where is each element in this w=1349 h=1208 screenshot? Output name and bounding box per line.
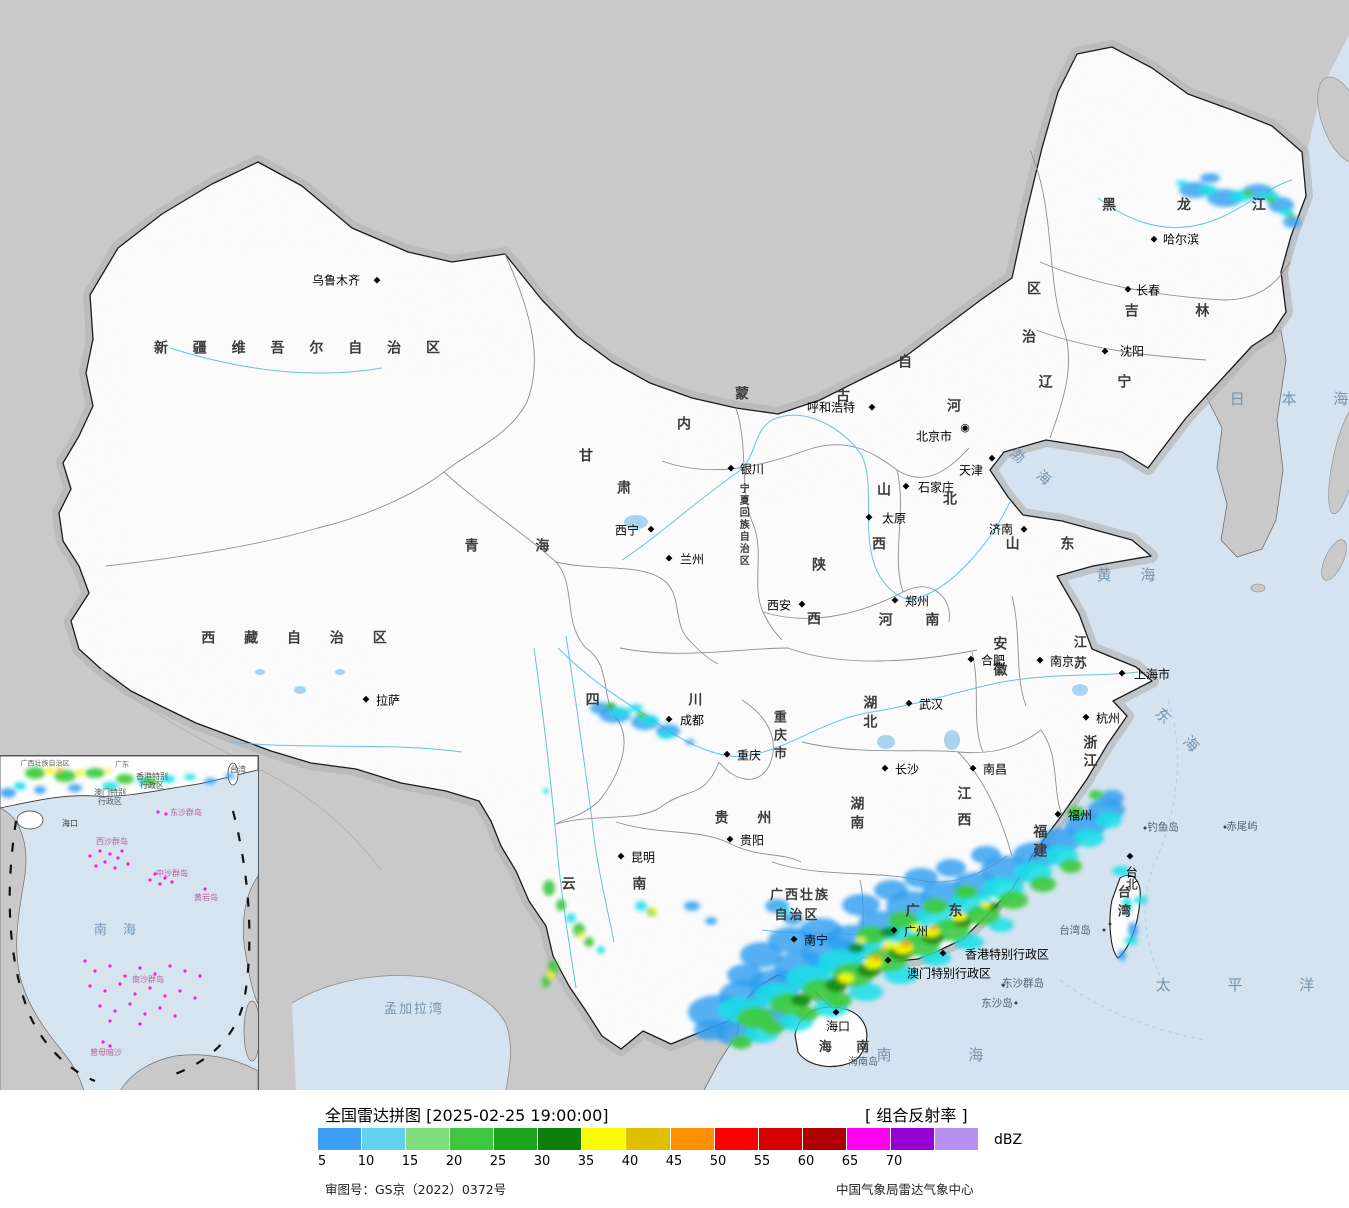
legend-ticks: 5 10 15 20 25 30 35 40 45 50 55 60 65 70 bbox=[318, 1154, 1018, 1172]
maritime-lines bbox=[1059, 699, 1206, 1041]
legend-tick: 60 bbox=[797, 1154, 815, 1169]
issuing-organization: 中国气象局雷达气象中心 bbox=[836, 1182, 974, 1197]
province-boundaries bbox=[105, 149, 1291, 959]
lakes bbox=[255, 515, 1088, 750]
radar-echo-layer bbox=[542, 173, 1301, 1049]
inset-philippines bbox=[243, 1000, 258, 1062]
foreign-border-faint bbox=[100, 668, 382, 871]
map-approval-number: 审图号：GS京（2022）0372号 bbox=[325, 1182, 507, 1197]
legend-tick: 30 bbox=[533, 1154, 551, 1169]
map-base-svg bbox=[52, 35, 1349, 1090]
legend-tick: 45 bbox=[665, 1154, 683, 1169]
legend-segment-6 bbox=[538, 1128, 582, 1150]
inset-svg bbox=[0, 756, 258, 1091]
legend-segment-2 bbox=[362, 1128, 406, 1150]
legend-segment-10 bbox=[714, 1128, 758, 1150]
inset-borneo bbox=[119, 1054, 258, 1091]
legend-segment-13 bbox=[846, 1128, 890, 1150]
legend-tick: 10 bbox=[357, 1154, 375, 1169]
jeju-island bbox=[1250, 583, 1266, 593]
legend-panel: 全国雷达拼图 [2025-02-25 19:00:00] [ 组合反射率 ] d… bbox=[0, 1090, 1349, 1208]
legend-tick: 15 bbox=[401, 1154, 419, 1169]
bay-of-bengal-coastline bbox=[291, 975, 511, 1090]
legend-segment-9 bbox=[670, 1128, 714, 1150]
legend-tick: 65 bbox=[841, 1154, 859, 1169]
legend-segment-3 bbox=[406, 1128, 450, 1150]
inset-island-dots bbox=[83, 810, 207, 1048]
legend-tick: 70 bbox=[885, 1154, 903, 1169]
legend-segment-14 bbox=[890, 1128, 934, 1150]
legend-segment-12 bbox=[802, 1128, 846, 1150]
legend-tick: 20 bbox=[445, 1154, 463, 1169]
sea-east-south bbox=[704, 35, 1349, 1090]
legend-tick: 25 bbox=[489, 1154, 507, 1169]
inset-echo-layer bbox=[0, 767, 235, 798]
japan-island bbox=[1328, 405, 1349, 515]
inset-dash-boundary bbox=[8, 810, 251, 1083]
legend-segment-7 bbox=[582, 1128, 626, 1150]
legend-tick: 35 bbox=[577, 1154, 595, 1169]
inset-vietnam-land bbox=[0, 807, 85, 1091]
legend-tick: 50 bbox=[709, 1154, 727, 1169]
south-china-sea-inset: 广西壮族自治区 广东 台湾 香港特别 行政区 澳门特别 行政区 海口 东沙群岛 西沙群岛 中沙群岛黄… bbox=[0, 755, 259, 1091]
legend-unit-label: dBZ bbox=[994, 1132, 1023, 1148]
legend-tick: 55 bbox=[753, 1154, 771, 1169]
legend-tick: 5 bbox=[317, 1154, 327, 1169]
inset-hainan bbox=[16, 810, 44, 830]
inset-luzon bbox=[242, 875, 258, 1005]
legend-segment-5 bbox=[494, 1128, 538, 1150]
legend-segment-8 bbox=[626, 1128, 670, 1150]
map-title: 全国雷达拼图 [2025-02-25 19:00:00] bbox=[325, 1106, 609, 1125]
legend-tick: 40 bbox=[621, 1154, 639, 1169]
legend-segment-11 bbox=[758, 1128, 802, 1150]
sea-bay-of-bengal bbox=[292, 975, 511, 1090]
legend-color-bar bbox=[318, 1128, 978, 1150]
japan-island bbox=[1321, 539, 1347, 581]
radar-map: 新 疆 维 吾 尔 自 治 区西 藏 自 治 区青 海甘肃宁夏回族自治区内蒙古自… bbox=[0, 0, 1349, 1091]
legend-segment-1 bbox=[318, 1128, 362, 1150]
legend-segment-15 bbox=[934, 1128, 978, 1150]
product-label: [ 组合反射率 ] bbox=[865, 1106, 968, 1125]
legend-segment-4 bbox=[450, 1128, 494, 1150]
japan-island bbox=[1317, 76, 1349, 164]
